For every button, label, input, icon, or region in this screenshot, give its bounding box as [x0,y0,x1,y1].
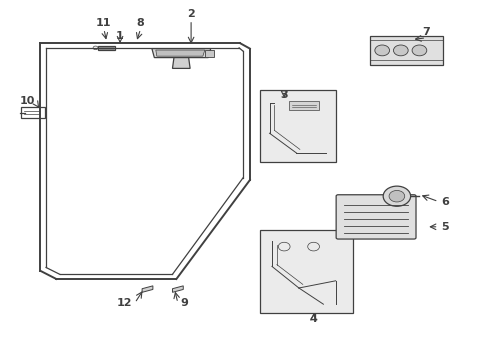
Text: 3: 3 [280,90,288,100]
Text: 10: 10 [19,96,35,106]
Circle shape [393,45,408,56]
FancyBboxPatch shape [336,195,416,239]
Text: 4: 4 [310,314,318,324]
Polygon shape [142,286,153,292]
Bar [260,90,336,162]
FancyBboxPatch shape [205,50,214,57]
Text: 12: 12 [117,298,132,308]
Bar [370,36,443,65]
Text: 1: 1 [116,31,124,41]
Circle shape [375,45,390,56]
Polygon shape [156,50,205,56]
Text: 8: 8 [137,18,145,28]
Polygon shape [172,58,190,68]
Circle shape [389,190,405,202]
Bar [289,101,318,110]
Text: 5: 5 [441,222,449,232]
Circle shape [383,186,411,206]
Text: 6: 6 [441,197,449,207]
Circle shape [412,45,427,56]
Text: 11: 11 [96,18,112,28]
Polygon shape [172,286,183,292]
Bar [260,230,353,313]
Text: 7: 7 [422,27,430,37]
Polygon shape [152,49,211,58]
Text: 2: 2 [187,9,195,19]
Text: 9: 9 [180,298,188,308]
